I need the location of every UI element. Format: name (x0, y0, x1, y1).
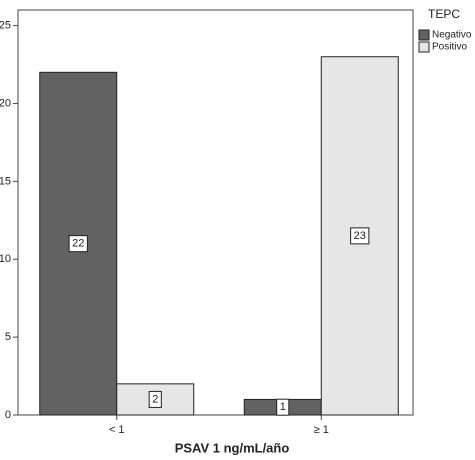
data-label-group: 23 (350, 227, 370, 245)
data-label-box (148, 390, 162, 408)
legend-swatch (418, 29, 430, 41)
y-tick-label: 20 (0, 97, 11, 109)
x-tick-label: < 1 (109, 424, 125, 436)
x-axis-label: PSAV 1 ng/mL/año (175, 440, 290, 455)
data-label: 2 (152, 393, 158, 405)
y-tick-label: 10 (0, 253, 11, 265)
data-label-box (276, 398, 290, 416)
legend-title: TEPC (428, 7, 460, 21)
data-label-group: 2 (148, 390, 162, 408)
legend-label: Positivo (432, 42, 467, 53)
y-tick-label: 0 (5, 409, 11, 421)
data-label: 22 (72, 238, 84, 250)
y-tick-label: 25 (0, 19, 11, 31)
data-label-group: 1 (276, 398, 290, 416)
x-tick-label: ≥ 1 (314, 424, 329, 436)
data-label-box (68, 235, 88, 253)
legend-label: Negativo (432, 30, 472, 41)
y-tick-label: 5 (5, 331, 11, 343)
data-label-group: 22 (68, 235, 88, 253)
data-label: 1 (280, 401, 286, 413)
y-tick-label: 15 (0, 175, 11, 187)
legend-swatch (418, 41, 430, 53)
data-label-box (350, 227, 370, 245)
data-label: 23 (354, 230, 366, 242)
